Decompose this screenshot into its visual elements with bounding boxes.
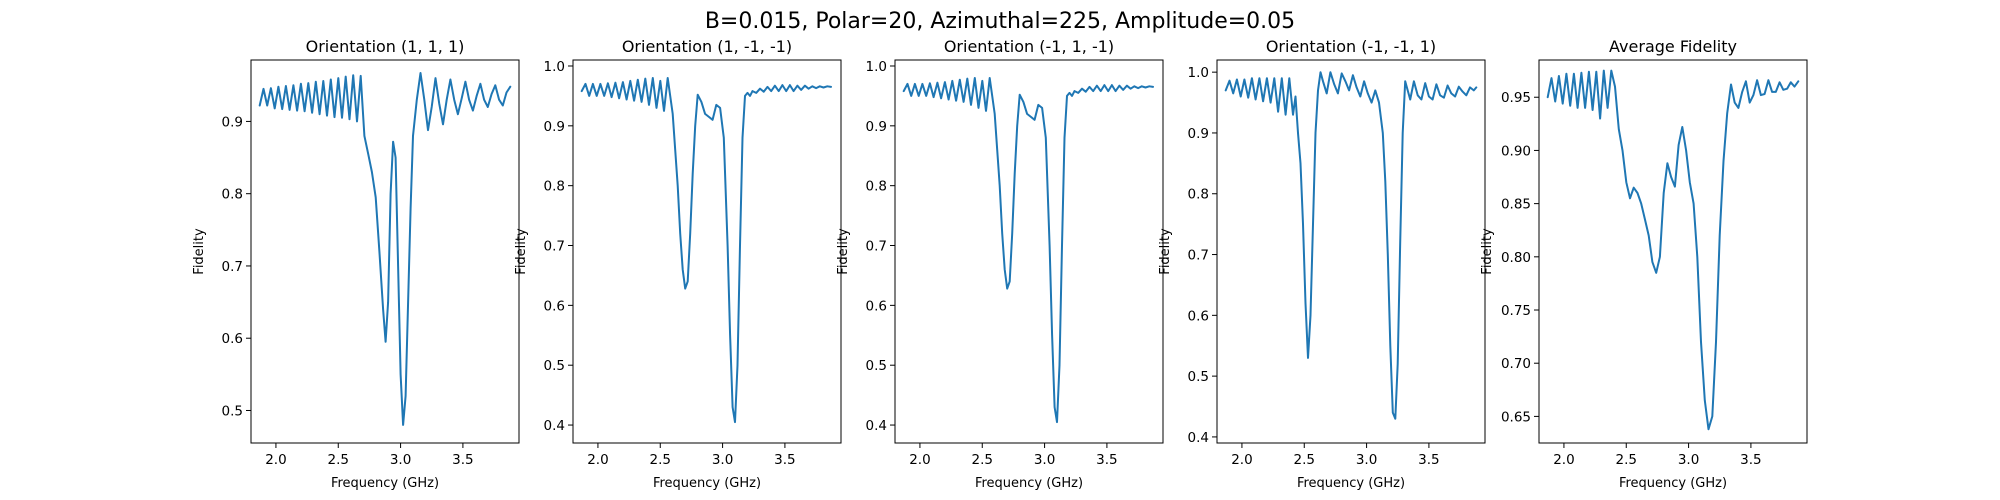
x-tick-label: 2.5 [328, 452, 349, 468]
x-tick-label: 3.5 [774, 452, 795, 468]
y-axis-label: Fidelity [514, 228, 529, 275]
x-axis-label: Frequency (GHz) [331, 476, 439, 491]
x-tick-label: 3.5 [1740, 452, 1761, 468]
series-line [1224, 71, 1478, 420]
x-axis-label: Frequency (GHz) [1297, 476, 1405, 491]
panel-title: Average Fidelity [1609, 37, 1737, 56]
y-tick-label: 0.7 [1188, 248, 1209, 264]
x-tick-label: 3.0 [1678, 452, 1699, 468]
y-tick-label: 1.0 [544, 59, 565, 75]
x-tick-label: 2.0 [909, 452, 930, 468]
y-tick-label: 0.8 [544, 179, 565, 195]
y-tick-label: 0.70 [1501, 356, 1531, 372]
chart-panel: 2.0 2.5 3.0 3.5 0.65 0.70 0.75 0.80 0.85 0.90 0.95… [1480, 37, 1808, 491]
y-tick-label: 0.4 [1188, 430, 1209, 446]
y-tick-label: 0.65 [1501, 409, 1531, 425]
plot-frame [250, 59, 520, 444]
y-tick-label: 0.7 [544, 239, 565, 255]
x-tick-label: 3.0 [712, 452, 733, 468]
series-line [1546, 69, 1800, 431]
x-tick-label: 3.5 [1418, 452, 1439, 468]
y-tick-label: 0.6 [544, 298, 565, 314]
y-tick-label: 0.75 [1501, 303, 1531, 319]
y-tick-label: 0.6 [866, 298, 887, 314]
x-axis-label: Frequency (GHz) [1619, 476, 1727, 491]
x-tick-label: 3.0 [390, 452, 411, 468]
x-tick-label: 2.5 [972, 452, 993, 468]
y-tick-label: 0.90 [1501, 143, 1531, 159]
y-axis-label: Fidelity [1480, 228, 1495, 275]
y-axis-label: Fidelity [836, 228, 851, 275]
panel-title: Orientation (-1, 1, -1) [944, 37, 1114, 56]
y-tick-label: 0.95 [1501, 90, 1531, 106]
x-tick-label: 2.5 [1294, 452, 1315, 468]
series-line [902, 77, 1154, 424]
y-tick-label: 0.9 [1188, 126, 1209, 142]
x-tick-label: 2.0 [1553, 452, 1574, 468]
x-tick-label: 2.5 [1616, 452, 1637, 468]
panel-title: Orientation (1, 1, 1) [306, 37, 465, 56]
y-tick-label: 0.5 [866, 358, 887, 374]
y-tick-label: 1.0 [866, 59, 887, 75]
y-tick-label: 0.4 [866, 418, 887, 434]
panel-title: Orientation (-1, -1, 1) [1266, 37, 1436, 56]
chart-panel: 2.0 2.5 3.0 3.5 0.5 0.6 0.7 0.8 0.9 Orientation (… [192, 37, 520, 491]
x-tick-label: 2.5 [650, 452, 671, 468]
x-tick-label: 2.0 [587, 452, 608, 468]
y-tick-label: 0.9 [866, 119, 887, 135]
chart-panel: 2.0 2.5 3.0 3.5 0.4 0.5 0.6 0.7 0.8 0.9 1.0 Orienta… [1158, 37, 1486, 491]
y-axis-label: Fidelity [1158, 228, 1173, 275]
x-tick-label: 3.0 [1034, 452, 1055, 468]
plot-frame [1216, 59, 1486, 444]
series-line [258, 72, 512, 426]
y-tick-label: 0.5 [1188, 369, 1209, 385]
y-tick-label: 0.85 [1501, 197, 1531, 213]
plot-frame [894, 59, 1164, 444]
y-tick-label: 0.8 [222, 187, 243, 203]
y-tick-label: 0.4 [544, 418, 565, 434]
x-axis-label: Frequency (GHz) [653, 476, 761, 491]
figure-suptitle: B=0.015, Polar=20, Azimuthal=225, Amplit… [705, 9, 1295, 34]
y-tick-label: 0.5 [544, 358, 565, 374]
y-tick-label: 0.9 [222, 114, 243, 130]
x-tick-label: 2.0 [1231, 452, 1252, 468]
y-tick-label: 0.9 [544, 119, 565, 135]
y-tick-label: 0.8 [866, 179, 887, 195]
chart-panel: 2.0 2.5 3.0 3.5 0.4 0.5 0.6 0.7 0.8 0.9 1.0 Orienta… [514, 37, 842, 491]
y-tick-label: 0.80 [1501, 250, 1531, 266]
x-tick-label: 3.5 [1096, 452, 1117, 468]
x-tick-label: 3.5 [452, 452, 473, 468]
series-line [580, 77, 832, 424]
y-axis-label: Fidelity [192, 228, 207, 275]
x-tick-label: 2.0 [265, 452, 286, 468]
panel-title: Orientation (1, -1, -1) [622, 37, 792, 56]
x-tick-label: 3.0 [1356, 452, 1377, 468]
y-tick-label: 0.5 [222, 403, 243, 419]
panels: 2.0 2.5 3.0 3.5 0.5 0.6 0.7 0.8 0.9 Orientation (… [192, 37, 1808, 491]
plot-frame [1538, 59, 1808, 444]
plot-frame [572, 59, 842, 444]
y-tick-label: 0.7 [866, 239, 887, 255]
y-tick-label: 0.7 [222, 259, 243, 275]
y-tick-label: 0.8 [1188, 187, 1209, 203]
y-tick-label: 0.6 [1188, 308, 1209, 324]
x-axis-label: Frequency (GHz) [975, 476, 1083, 491]
y-tick-label: 0.6 [222, 331, 243, 347]
chart-panel: 2.0 2.5 3.0 3.5 0.4 0.5 0.6 0.7 0.8 0.9 1.0 Orienta… [836, 37, 1164, 491]
y-tick-label: 1.0 [1188, 65, 1209, 81]
